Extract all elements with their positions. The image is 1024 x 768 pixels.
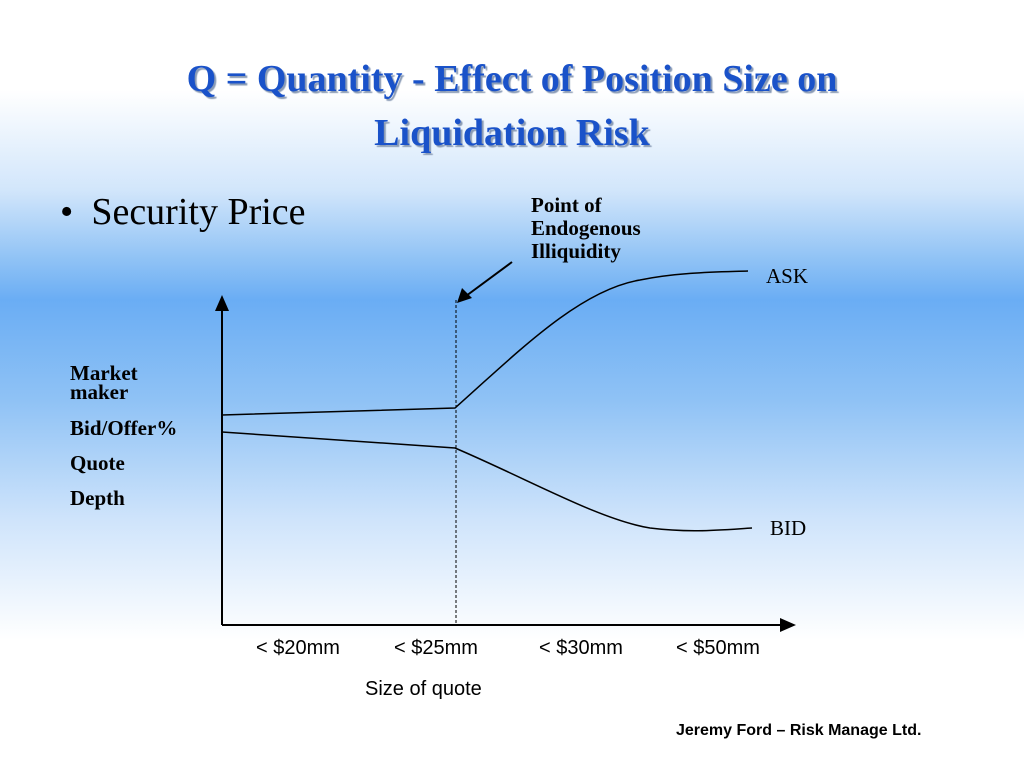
y-label-bid-offer: Bid/Offer%: [70, 416, 178, 440]
ask-label: ASK: [766, 264, 809, 288]
bid-label: BID: [770, 516, 807, 540]
slide-title: Q = Quantity - Effect of Position Size o…: [0, 52, 1024, 160]
x-tick-20mm: < $20mm: [256, 637, 340, 659]
annotation-arrow: [465, 261, 513, 297]
x-axis-label: Size of quote: [365, 678, 482, 700]
bid-curve: [221, 431, 753, 532]
x-tick-30mm: < $30mm: [539, 637, 623, 659]
annotation-line-1: Point of: [531, 193, 602, 217]
footer-credit: Jeremy Ford – Risk Manage Ltd.: [676, 722, 922, 739]
x-axis-arrow-icon: [780, 618, 796, 632]
ask-curve: [221, 270, 749, 416]
y-label-quote: Quote: [70, 451, 125, 475]
endogenous-illiquidity-annotation: Point of Endogenous Illiquidity: [531, 194, 641, 263]
y-label-maker: maker: [70, 380, 129, 404]
x-tick-50mm: < $50mm: [676, 637, 760, 659]
bullet-text: Security Price: [91, 191, 306, 233]
y-label-depth: Depth: [70, 486, 125, 510]
annotation-arrowhead-icon: [457, 288, 472, 303]
annotation-line-3: Illiquidity: [531, 239, 621, 263]
y-axis-arrow-icon: [215, 295, 229, 311]
bullet-item: • Security Price: [60, 190, 306, 234]
title-line-2: Liquidation Risk: [374, 112, 650, 154]
bullet-icon: •: [60, 191, 74, 233]
x-tick-25mm: < $25mm: [394, 637, 478, 659]
y-label-market: Market: [70, 361, 138, 385]
annotation-line-2: Endogenous: [531, 216, 641, 240]
title-line-1: Q = Quantity - Effect of Position Size o…: [186, 58, 838, 100]
